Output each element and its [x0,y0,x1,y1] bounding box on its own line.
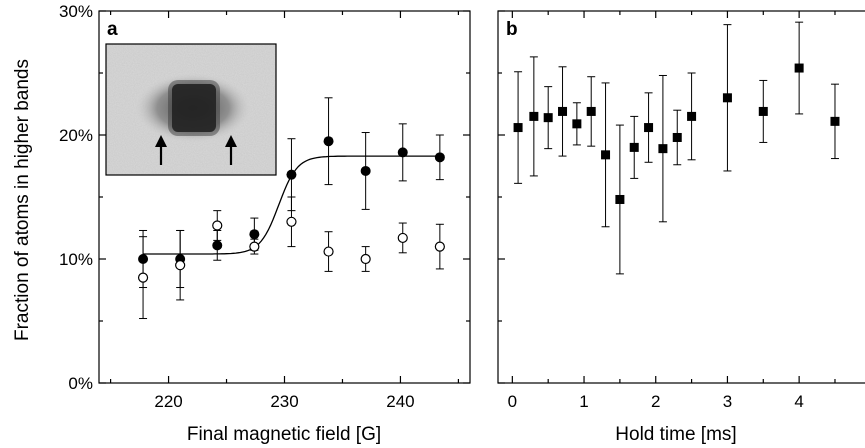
panel-a-ticks [99,10,470,384]
panel-b-points [513,21,840,275]
data-point-filled [212,240,223,251]
data-point-open [434,241,445,252]
panel-b-ticks [498,10,836,384]
panel-a-x-axis-title: Final magnetic field [G] [187,424,381,445]
x-tick-label: 4 [794,392,803,411]
data-point-square [529,111,539,121]
data-point-open [249,241,260,252]
data-point-square [644,123,654,133]
panel-b-x-tick-labels: 012345 [508,392,804,411]
inset-frame [105,43,277,176]
panel-b-x-axis-title: Hold time [ms] [615,424,736,445]
data-point-open [175,260,186,271]
data-point-filled [360,165,371,176]
y-tick-label: 0% [68,374,93,393]
data-point-square [586,106,596,116]
data-point-square [558,106,568,116]
data-point-open [397,232,408,244]
data-point-filled [434,152,445,163]
y-tick-label: 10% [59,250,93,269]
data-point-filled [397,147,408,158]
y-axis-title: Fraction of atoms in higher bands [12,59,33,341]
panel-a-x-tick-labels: 220 230 240 [154,392,414,411]
data-point-filled [323,136,334,147]
data-point-square [601,150,611,160]
up-arrow-icon [155,135,167,165]
data-point-open [212,220,223,231]
data-point-open [137,272,149,283]
y-tick-label: 30% [59,2,93,21]
data-point-square [672,132,682,142]
up-arrow-icon [225,135,237,165]
data-point-square [722,93,732,103]
panel-b-letter: b [506,19,518,40]
panel-b: b 012345 Hold time [ms] [497,10,865,445]
data-point-square [794,63,804,73]
y-tick-label: 20% [59,126,93,145]
data-point-open [323,246,334,257]
data-point-square [629,142,639,152]
x-tick-label: 220 [154,392,182,411]
data-point-square [615,194,625,204]
data-point-square [658,144,668,154]
data-point-square [572,119,582,129]
cloud-core-shade [168,80,220,136]
data-point-filled [286,169,297,180]
x-tick-label: 230 [270,392,298,411]
cloud-core [172,84,216,132]
data-point-square [513,123,523,133]
x-tick-label: 2 [651,392,660,411]
x-tick-label: 1 [579,392,588,411]
panel-a-letter: a [107,19,118,40]
panel-a: a 0% 10% 20% 30% 220 230 240 Final magnetic f… [59,2,471,445]
data-point-square [758,106,768,116]
data-point-open [360,253,371,265]
data-point-square [830,116,840,126]
x-tick-label: 240 [386,392,414,411]
data-point-square [543,113,553,123]
absorption-image-inset [105,43,277,176]
y-tick-labels: 0% 10% 20% 30% [59,2,93,393]
panel-a-points [137,97,445,320]
panel-b-frame [497,10,865,384]
x-tick-label: 0 [508,392,517,411]
data-point-open [286,216,297,227]
data-point-square [687,111,697,121]
x-tick-label: 3 [723,392,732,411]
data-point-filled [249,229,260,240]
